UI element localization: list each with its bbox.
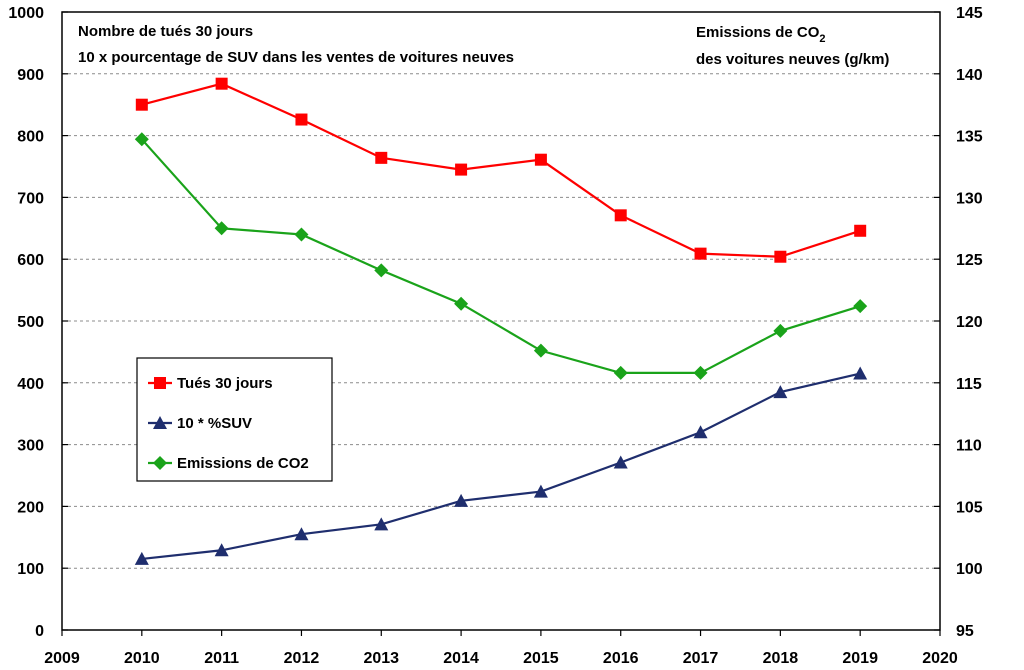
legend-entry: Tués 30 jours <box>148 375 273 392</box>
x-axis-tick-label: 2020 <box>922 650 958 667</box>
triangle-marker <box>613 455 628 469</box>
left-axis-tick-label: 500 <box>17 314 44 331</box>
right-axis-tick-label: 100 <box>956 561 983 578</box>
diamond-marker <box>773 323 788 338</box>
square-series <box>135 77 867 263</box>
series-layer <box>134 77 868 565</box>
left-axis-tick-label: 100 <box>17 561 44 578</box>
left-axis-tick-label: 200 <box>17 499 44 516</box>
right-axis-tick-label: 145 <box>956 5 983 22</box>
legend-label: Tués 30 jours <box>177 375 273 392</box>
square-marker <box>455 163 468 176</box>
right-axis-tick-label: 95 <box>956 623 974 640</box>
x-axis-tick-label: 2014 <box>443 650 479 667</box>
square-marker <box>295 113 308 126</box>
right-axis-tick-label: 140 <box>956 67 983 84</box>
x-axis-tick-label: 2017 <box>683 650 719 667</box>
x-axis-tick-label: 2009 <box>44 650 80 667</box>
right-axis-tick-label: 105 <box>956 499 983 516</box>
triangle-marker <box>374 517 389 531</box>
right-annotation-background <box>686 14 926 72</box>
square-marker <box>854 224 867 237</box>
triangle-marker <box>214 543 229 557</box>
left-axis-tick-label: 400 <box>17 376 44 393</box>
triangle-marker <box>454 493 469 507</box>
left-axis-tick-label: 1000 <box>8 5 44 22</box>
diamond-marker <box>294 227 309 242</box>
triangle-marker <box>153 416 167 429</box>
right-annotation-line1: Emissions de CO2 <box>696 24 826 45</box>
square-marker <box>694 247 707 260</box>
square-marker <box>534 153 547 166</box>
left-axis-tick-label: 900 <box>17 67 44 84</box>
triangle-series-line <box>141 372 861 561</box>
legend-entry: 10 * %SUV <box>148 415 252 432</box>
left-axis-tick-label: 0 <box>35 623 44 640</box>
diamond-marker <box>153 456 167 470</box>
diamond-series <box>134 132 868 380</box>
x-axis-tick-label: 2012 <box>284 650 320 667</box>
left-axis-tick-label: 800 <box>17 129 44 146</box>
right-annotation-subscript: 2 <box>819 33 825 45</box>
x-axis-tick-label: 2016 <box>603 650 639 667</box>
right-axis-tick-label: 135 <box>956 129 983 146</box>
square-series-line <box>141 82 861 258</box>
right-axis: 95 100 105 110 115 120 125 130 135 140 145 <box>934 5 983 640</box>
diamond-marker <box>214 221 229 236</box>
diamond-marker <box>454 296 469 311</box>
square-marker <box>135 98 148 111</box>
right-axis-tick-label: 120 <box>956 314 983 331</box>
square-marker <box>774 250 787 263</box>
right-annotation-text: Emissions de CO <box>696 24 820 41</box>
square-marker <box>375 151 388 164</box>
square-marker <box>215 77 228 90</box>
triangle-series <box>134 366 868 565</box>
triangle-marker <box>693 425 708 439</box>
left-axis-tick-label: 600 <box>17 252 44 269</box>
diamond-marker <box>613 365 628 380</box>
diamond-series-line <box>140 138 861 375</box>
legend-label: 10 * %SUV <box>177 415 252 432</box>
left-axis-tick-label: 300 <box>17 438 44 455</box>
diamond-marker <box>374 263 389 278</box>
left-annotation-line1: Nombre de tués 30 jours <box>78 23 253 40</box>
legend-label: Emissions de CO2 <box>177 455 309 472</box>
diamond-marker <box>533 343 548 358</box>
left-axis-tick-label: 700 <box>17 190 44 207</box>
triangle-marker <box>853 366 868 380</box>
right-axis-tick-label: 115 <box>956 376 982 393</box>
triangle-marker <box>294 527 309 541</box>
x-axis-tick-label: 2018 <box>763 650 799 667</box>
x-axis-tick-label: 2019 <box>842 650 878 667</box>
left-annotation-line2: 10 x pourcentage de SUV dans les ventes … <box>78 49 514 66</box>
right-axis-tick-label: 130 <box>956 190 983 207</box>
legend-entry: Emissions de CO2 <box>148 455 309 472</box>
x-axis: 2009 2010 2011 2012 2013 2014 2015 2016 2017 2018… <box>44 630 958 667</box>
triangle-marker <box>134 551 149 565</box>
diamond-marker <box>134 132 149 147</box>
right-annotation-line2: des voitures neuves (g/km) <box>696 51 889 68</box>
triangle-marker <box>773 385 788 399</box>
x-axis-tick-label: 2010 <box>124 650 160 667</box>
left-annotation-background <box>72 14 582 72</box>
diamond-marker <box>853 299 868 314</box>
legend-box <box>136 357 333 482</box>
left-axis: 0 100 200 300 400 500 600 700 800 900 1000 <box>8 5 68 640</box>
x-axis-tick-label: 2013 <box>363 650 399 667</box>
legend: Tués 30 jours 10 * %SUV Emissions de CO2 <box>136 357 333 482</box>
square-marker <box>154 377 166 389</box>
right-axis-tick-label: 125 <box>956 252 983 269</box>
diamond-marker <box>693 365 708 380</box>
x-axis-tick-label: 2015 <box>523 650 559 667</box>
square-marker <box>614 209 627 222</box>
x-axis-tick-label: 2011 <box>204 650 239 667</box>
triangle-marker <box>533 484 548 498</box>
right-axis-tick-label: 110 <box>956 438 982 455</box>
